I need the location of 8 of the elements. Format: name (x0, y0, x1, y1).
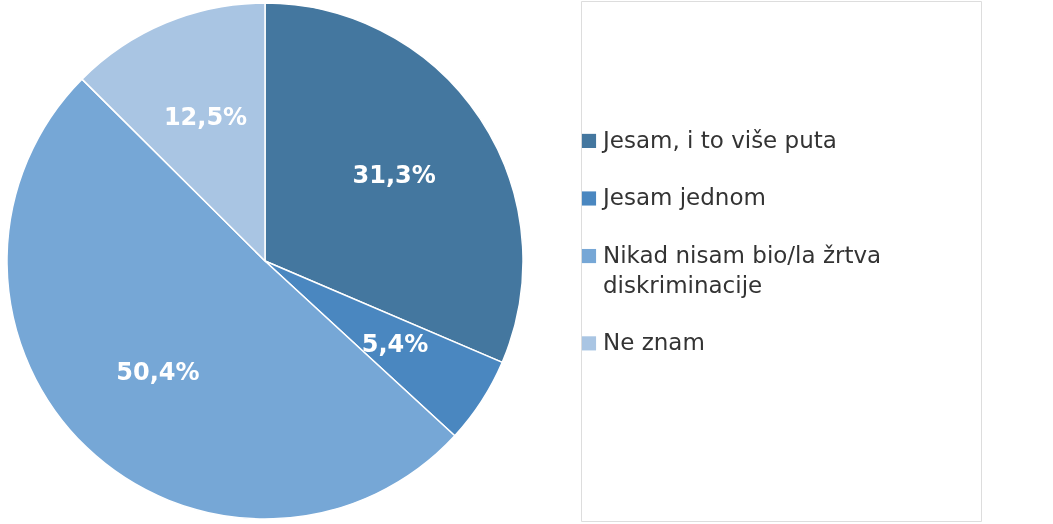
data-label: 12,5% (163, 103, 248, 132)
legend-label: Ne znam (603, 329, 705, 356)
data-label: 31,3% (352, 160, 436, 189)
data-label: 50,4% (116, 357, 200, 386)
legend-label: Jesam, i to više puta (601, 126, 837, 153)
legend-label: Nikad nisam bio/la žrtva diskriminacije (603, 242, 882, 299)
data-label: 5,4% (361, 330, 429, 359)
legend-label: Jesam jednom (601, 184, 766, 211)
